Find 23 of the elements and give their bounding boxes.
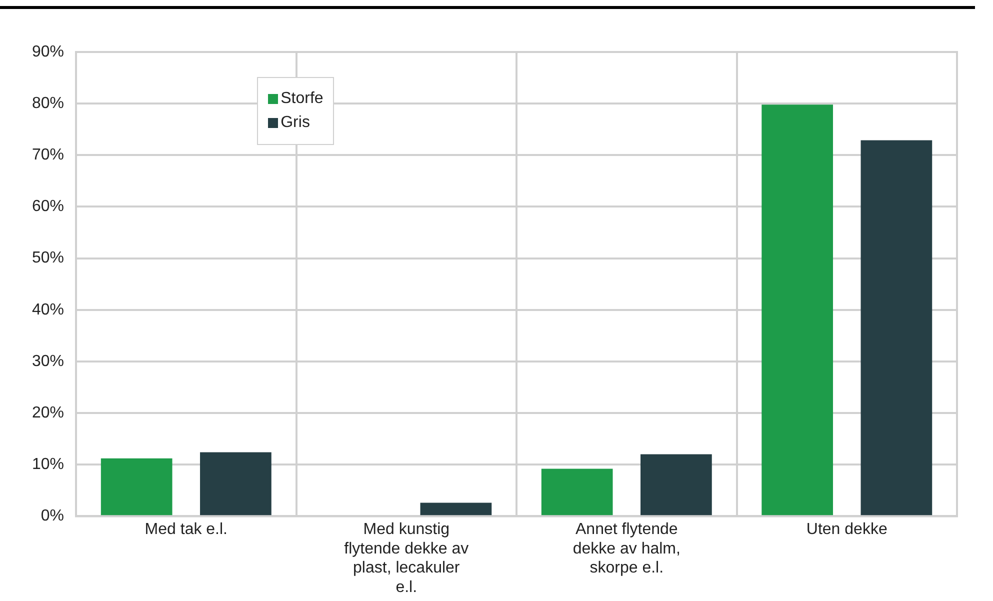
legend-label: Storfe	[280, 90, 324, 108]
bar	[762, 104, 834, 516]
legend-label: Gris	[280, 114, 310, 132]
y-tick-label: 60%	[32, 198, 64, 216]
bar	[640, 454, 712, 516]
bar	[541, 468, 613, 516]
y-tick-label: 50%	[32, 250, 64, 267]
bar	[100, 458, 172, 516]
y-tick-label: 20%	[32, 404, 64, 422]
y-tick-label: 0%	[40, 508, 64, 525]
x-tick-label: Med kunstig flytende dekke av plast, lecakuler e.l.	[344, 521, 469, 596]
x-tick-label: Med tak e.l.	[144, 521, 228, 538]
y-tick-label: 90%	[32, 43, 64, 60]
x-tick-label: Uten dekke	[806, 521, 888, 538]
x-tick-label: Annet flytende dekke av halm, skorpe e.l.	[572, 521, 680, 577]
y-tick-label: 70%	[32, 146, 64, 164]
y-tick-label: 80%	[32, 94, 64, 112]
y-tick-label: 30%	[32, 352, 64, 370]
bar	[420, 502, 492, 516]
y-tick-label: 10%	[32, 456, 64, 474]
bar	[200, 452, 272, 516]
y-tick-label: 40%	[32, 301, 64, 318]
bar	[860, 140, 932, 516]
